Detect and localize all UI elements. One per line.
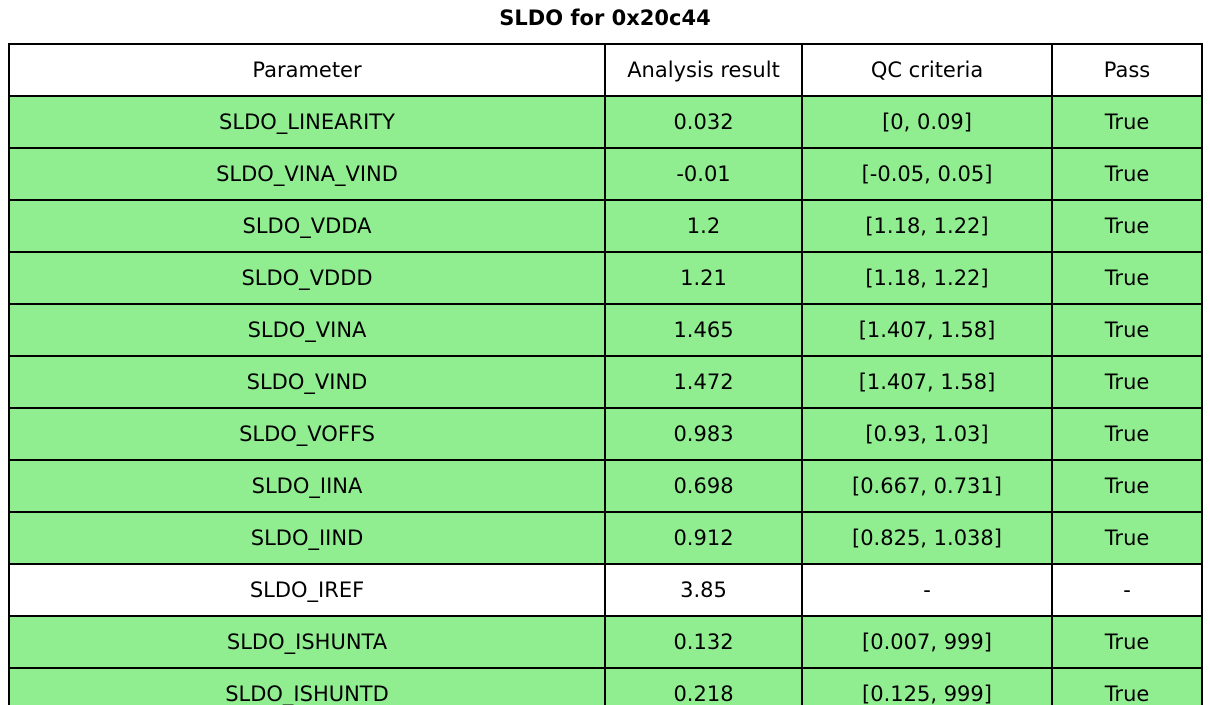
cell-analysis-result: 0.218 xyxy=(604,667,803,705)
cell-parameter: SLDO_VINA_VIND xyxy=(8,147,606,201)
cell-analysis-result: 1.472 xyxy=(604,355,803,409)
column-header-pass: Pass xyxy=(1051,43,1203,97)
qc-table: Parameter Analysis result QC criteria Pa… xyxy=(8,43,1203,705)
cell-pass: True xyxy=(1051,251,1203,305)
cell-analysis-result: 1.465 xyxy=(604,303,803,357)
cell-analysis-result: 3.85 xyxy=(604,563,803,617)
cell-parameter: SLDO_VIND xyxy=(8,355,606,409)
table-row: SLDO_ISHUNTA 0.132 [0.007, 999] True xyxy=(8,615,1203,669)
table-row: SLDO_VDDD 1.21 [1.18, 1.22] True xyxy=(8,251,1203,305)
table-row: SLDO_VDDA 1.2 [1.18, 1.22] True xyxy=(8,199,1203,253)
cell-pass: True xyxy=(1051,147,1203,201)
cell-parameter: SLDO_IIND xyxy=(8,511,606,565)
cell-pass: True xyxy=(1051,667,1203,705)
cell-pass: True xyxy=(1051,199,1203,253)
table-row: SLDO_IREF 3.85- - xyxy=(8,563,1203,617)
cell-analysis-result: 0.698 xyxy=(604,459,803,513)
table-row: SLDO_VIND 1.472 [1.407, 1.58] True xyxy=(8,355,1203,409)
table-header: Parameter Analysis result QC criteria Pa… xyxy=(8,43,1203,97)
cell-parameter: SLDO_VDDA xyxy=(8,199,606,253)
cell-qc-criteria: [0.125, 999] xyxy=(801,667,1053,705)
cell-analysis-result: 1.21 xyxy=(604,251,803,305)
table-row: SLDO_ISHUNTD 0.218 [0.125, 999] True xyxy=(8,667,1203,705)
cell-qc-criteria: [0.825, 1.038] xyxy=(801,511,1053,565)
cell-parameter: SLDO_VOFFS xyxy=(8,407,606,461)
cell-qc-criteria: - xyxy=(801,563,1053,617)
cell-analysis-result: 0.132 xyxy=(604,615,803,669)
table-row: SLDO_VOFFS 0.983 [0.93, 1.03] True xyxy=(8,407,1203,461)
table-row: SLDO_VINA 1.465 [1.407, 1.58] True xyxy=(8,303,1203,357)
cell-pass: True xyxy=(1051,355,1203,409)
cell-qc-criteria: [0.667, 0.731] xyxy=(801,459,1053,513)
table-row: SLDO_IIND 0.912 [0.825, 1.038] True xyxy=(8,511,1203,565)
cell-pass: True xyxy=(1051,407,1203,461)
cell-pass: True xyxy=(1051,459,1203,513)
cell-parameter: SLDO_ISHUNTD xyxy=(8,667,606,705)
cell-parameter: SLDO_IREF xyxy=(8,563,606,617)
cell-qc-criteria: [1.18, 1.22] xyxy=(801,199,1053,253)
table-row: SLDO_LINEARITY 0.032 [0, 0.09] True xyxy=(8,95,1203,149)
cell-qc-criteria: [-0.05, 0.05] xyxy=(801,147,1053,201)
header-row: Parameter Analysis result QC criteria Pa… xyxy=(8,43,1203,97)
cell-pass: True xyxy=(1051,303,1203,357)
cell-analysis-result: 0.983 xyxy=(604,407,803,461)
cell-analysis-result: -0.01 xyxy=(604,147,803,201)
cell-parameter: SLDO_ISHUNTA xyxy=(8,615,606,669)
figure-title: SLDO for 0x20c44 xyxy=(499,6,711,30)
cell-qc-criteria: [0.007, 999] xyxy=(801,615,1053,669)
table-body: SLDO_LINEARITY 0.032 [0, 0.09] True SLDO_VIN… xyxy=(8,95,1203,705)
cell-qc-criteria: [1.407, 1.58] xyxy=(801,355,1053,409)
cell-parameter: SLDO_VINA xyxy=(8,303,606,357)
cell-qc-criteria: [0.93, 1.03] xyxy=(801,407,1053,461)
cell-pass: True xyxy=(1051,511,1203,565)
column-header-qc-criteria: QC criteria xyxy=(801,43,1053,97)
cell-pass: True xyxy=(1051,615,1203,669)
cell-analysis-result: 1.2 xyxy=(604,199,803,253)
table-row: SLDO_IINA 0.698 [0.667, 0.731] True xyxy=(8,459,1203,513)
table-row: SLDO_VINA_VIND -0.01 [-0.05, 0.05] True xyxy=(8,147,1203,201)
cell-analysis-result: 0.032 xyxy=(604,95,803,149)
cell-qc-criteria: [0, 0.09] xyxy=(801,95,1053,149)
cell-parameter: SLDO_VDDD xyxy=(8,251,606,305)
cell-qc-criteria: [1.18, 1.22] xyxy=(801,251,1053,305)
cell-pass: True xyxy=(1051,95,1203,149)
column-header-analysis-result: Analysis result xyxy=(604,43,803,97)
cell-qc-criteria: [1.407, 1.58] xyxy=(801,303,1053,357)
cell-parameter: SLDO_IINA xyxy=(8,459,606,513)
cell-parameter: SLDO_LINEARITY xyxy=(8,95,606,149)
column-header-parameter: Parameter xyxy=(8,43,606,97)
cell-analysis-result: 0.912 xyxy=(604,511,803,565)
cell-pass: - xyxy=(1051,563,1203,617)
